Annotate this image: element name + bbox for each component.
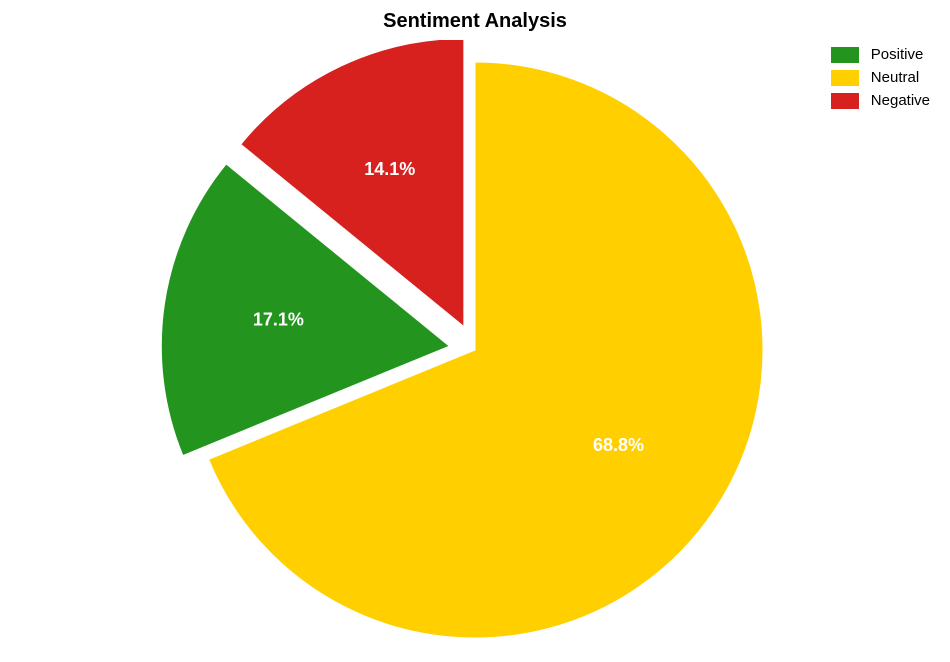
legend-swatch [831,47,859,63]
pie-label-negative: 14.1% [364,159,415,179]
legend-item-neutral: Neutral [831,69,930,86]
legend-label: Negative [871,92,930,109]
legend-item-negative: Negative [831,92,930,109]
legend-label: Positive [871,46,924,63]
legend-label: Neutral [871,69,919,86]
sentiment-chart: Sentiment Analysis 68.8% 17.1% 14.1% Posit… [0,0,950,662]
legend: Positive Neutral Negative [831,46,930,115]
legend-swatch [831,93,859,109]
chart-title: Sentiment Analysis [0,10,950,33]
pie-label-positive: 17.1% [253,310,304,330]
pie-label-neutral: 68.8% [593,435,644,455]
pie-svg: 68.8% 17.1% 14.1% [160,40,790,660]
legend-swatch [831,70,859,86]
legend-item-positive: Positive [831,46,930,63]
